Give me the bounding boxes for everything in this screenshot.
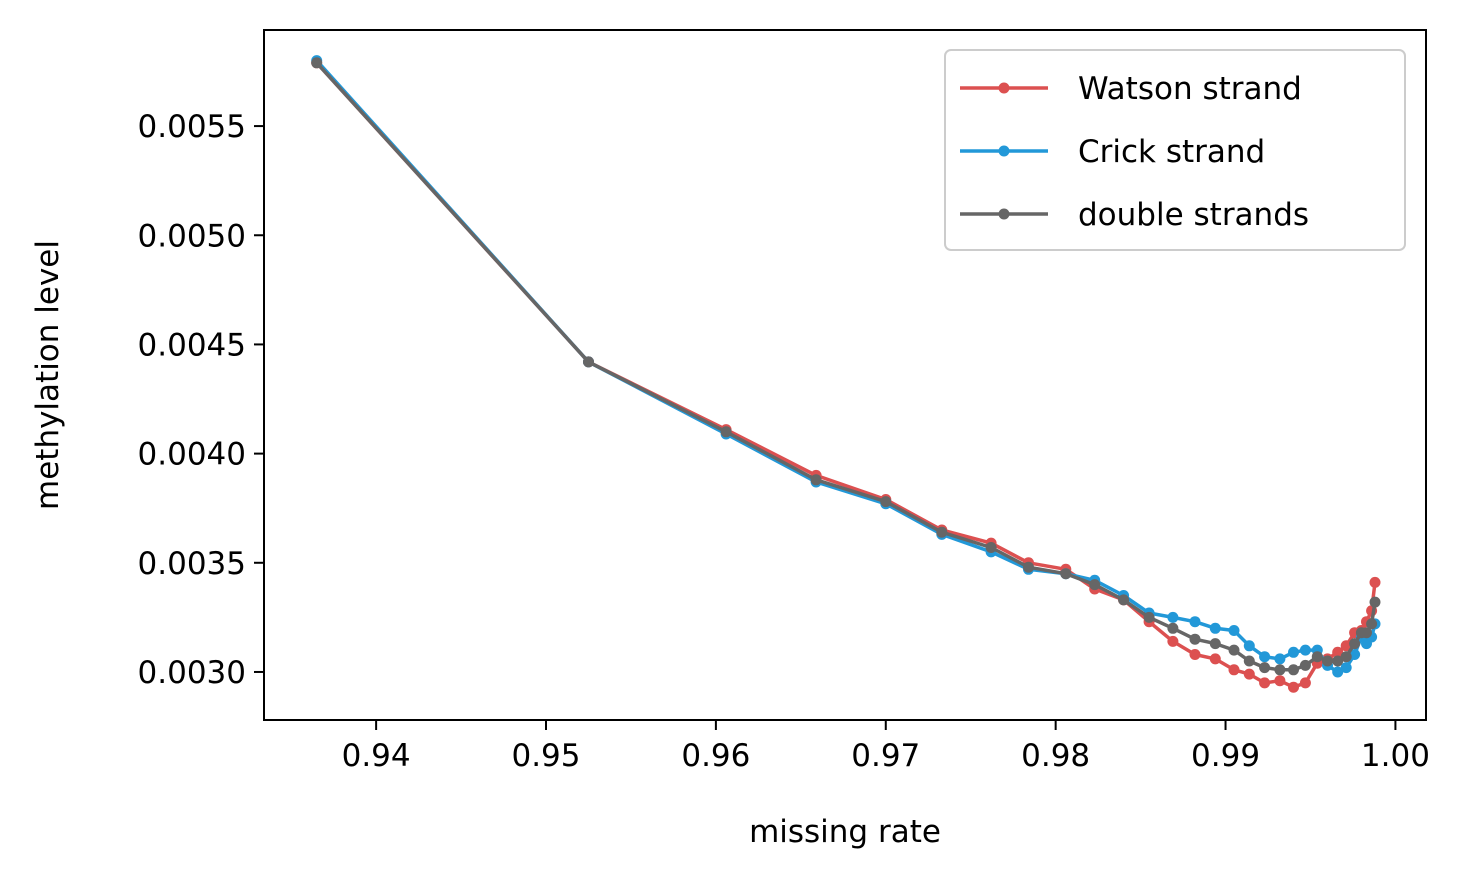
data-point [1340,662,1352,674]
legend-label: Watson strand [1078,71,1302,107]
x-tick-label: 0.97 [851,738,920,774]
data-point [985,542,997,553]
data-point [1361,627,1372,639]
plot-frame [263,29,1427,721]
data-point [1369,596,1381,608]
legend-item: Watson strand [960,71,1302,107]
data-point [1274,664,1286,676]
data-point [1274,653,1286,665]
data-point [1311,651,1323,663]
y-tick-label: 0.0045 [138,327,246,363]
data-point [1288,681,1299,693]
x-tick-label: 0.96 [681,738,750,774]
legend-label: double strands [1078,197,1309,233]
legend-marker [998,208,1010,220]
data-point [1322,655,1333,667]
data-point [1060,568,1072,580]
data-point [1167,611,1179,623]
x-axis-label: missing rate [749,814,941,850]
data-point [880,496,892,508]
data-point [1228,644,1240,656]
data-point [1259,677,1271,689]
data-point [1288,646,1299,658]
data-point [1189,616,1201,628]
legend-item: Crick strand [960,134,1265,170]
data-point [1299,659,1311,671]
y-tick-label: 0.0035 [138,546,246,582]
data-point [1366,618,1378,630]
data-point [1209,638,1221,650]
data-point [1209,653,1221,665]
data-point [1349,638,1361,650]
data-point [936,526,948,538]
data-point [1332,646,1344,658]
data-point [1332,666,1344,678]
data-point [1167,622,1179,634]
data-point [1259,651,1271,663]
y-axis: 0.0030 0.0035 0.0040 0.0045 0.0050 0.0055 [138,109,264,691]
y-tick-label: 0.0055 [138,109,246,145]
data-point [1299,644,1311,656]
data-point [1340,651,1352,663]
legend-box [944,49,1406,251]
x-tick-label: 0.94 [342,738,411,774]
data-point [810,474,822,486]
data-point [1167,635,1179,647]
x-tick-label: 0.95 [511,738,580,774]
data-point [1259,662,1271,674]
data-point [583,356,594,368]
y-tick-label: 0.0040 [138,437,246,473]
data-point [311,57,323,69]
legend-marker [998,82,1010,94]
legend: Watson strand Crick strand double strands [944,49,1406,251]
data-point [1209,622,1221,634]
data-point [1143,611,1155,623]
data-point [1299,677,1311,689]
data-point [1288,664,1299,676]
data-point [1189,649,1201,660]
y-axis-label: methylation level [30,240,66,510]
data-point [1340,640,1352,652]
series-layer [311,55,1381,693]
data-point [1243,655,1255,667]
data-point [1369,576,1381,588]
y-tick-label: 0.0030 [138,655,246,691]
data-point [720,426,732,438]
legend-label: Crick strand [1078,134,1265,170]
data-point [1228,625,1240,636]
data-point [1243,640,1255,652]
x-tick-label: 1.00 [1361,738,1430,774]
legend-marker [998,145,1010,157]
data-point [1332,655,1344,667]
x-axis: 0.94 0.95 0.96 0.97 0.98 0.99 1.00 [342,720,1430,774]
x-tick-label: 0.98 [1021,738,1090,774]
data-point [1243,668,1255,680]
data-point [1089,579,1101,591]
legend-item: double strands [960,197,1309,233]
data-point [1023,561,1034,573]
data-point [1118,594,1130,606]
data-point [1349,649,1361,660]
data-point [1189,633,1201,645]
x-tick-label: 0.99 [1191,738,1260,774]
y-tick-label: 0.0050 [138,218,246,254]
data-point [1274,675,1286,687]
data-point [1228,664,1240,676]
series-3 [311,57,1381,676]
